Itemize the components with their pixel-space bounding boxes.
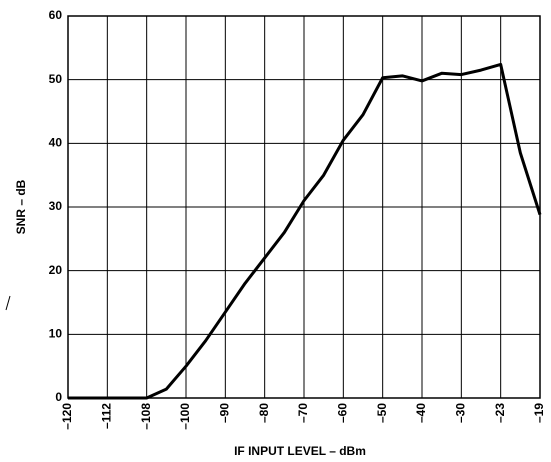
x-tick-label: –40	[414, 403, 428, 423]
y-tick-label: 60	[49, 8, 63, 22]
x-tick-label: –100	[178, 403, 192, 430]
x-tick-label: –23	[493, 403, 507, 423]
x-tick-label: –60	[336, 403, 350, 423]
x-tick-label: –30	[454, 403, 468, 423]
x-tick-label: –80	[257, 403, 271, 423]
y-tick-label: 30	[49, 199, 63, 213]
plot-frame	[67, 15, 541, 399]
y-tick-label: 0	[55, 390, 62, 404]
x-tick-label: –108	[139, 403, 153, 430]
y-tick-label: 40	[49, 136, 63, 150]
x-tick-label: –120	[60, 403, 74, 430]
x-tick-label: –112	[100, 403, 114, 429]
stray-mark	[5, 295, 11, 311]
y-axis-title: SNR – dB	[14, 179, 28, 234]
x-tick-label: –50	[375, 403, 389, 423]
data-line	[68, 62, 542, 400]
x-tick-label: –70	[296, 403, 310, 423]
y-tick-label: 10	[49, 327, 63, 341]
x-tick-label: –90	[218, 403, 232, 423]
y-tick-label: 20	[49, 263, 63, 277]
y-tick-label: 50	[49, 72, 63, 86]
x-tick-label: –19	[532, 403, 546, 423]
x-axis-title: IF INPUT LEVEL – dBm	[234, 444, 366, 458]
